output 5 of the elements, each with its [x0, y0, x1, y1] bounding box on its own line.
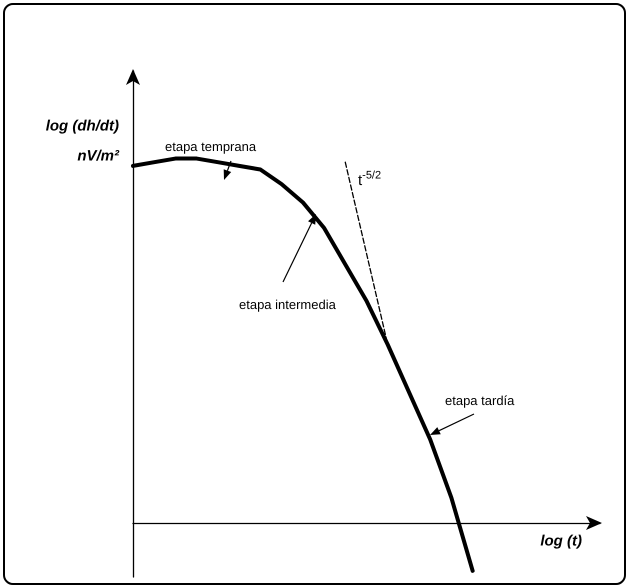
annotation: etapa tardía [445, 393, 516, 408]
y-axis-title: log (dh/dt) nV/m² [46, 118, 120, 164]
x-axis-title: log (t) [540, 532, 582, 550]
text: etapa temprana [165, 139, 257, 154]
annotation: etapa intermedia [239, 297, 337, 312]
